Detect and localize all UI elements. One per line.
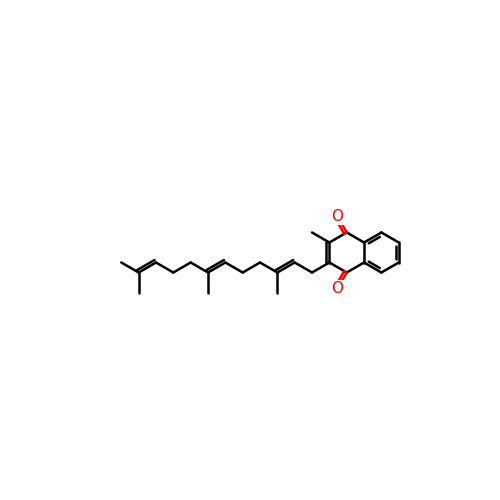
Text: O: O — [331, 208, 343, 224]
Text: O: O — [331, 282, 343, 296]
